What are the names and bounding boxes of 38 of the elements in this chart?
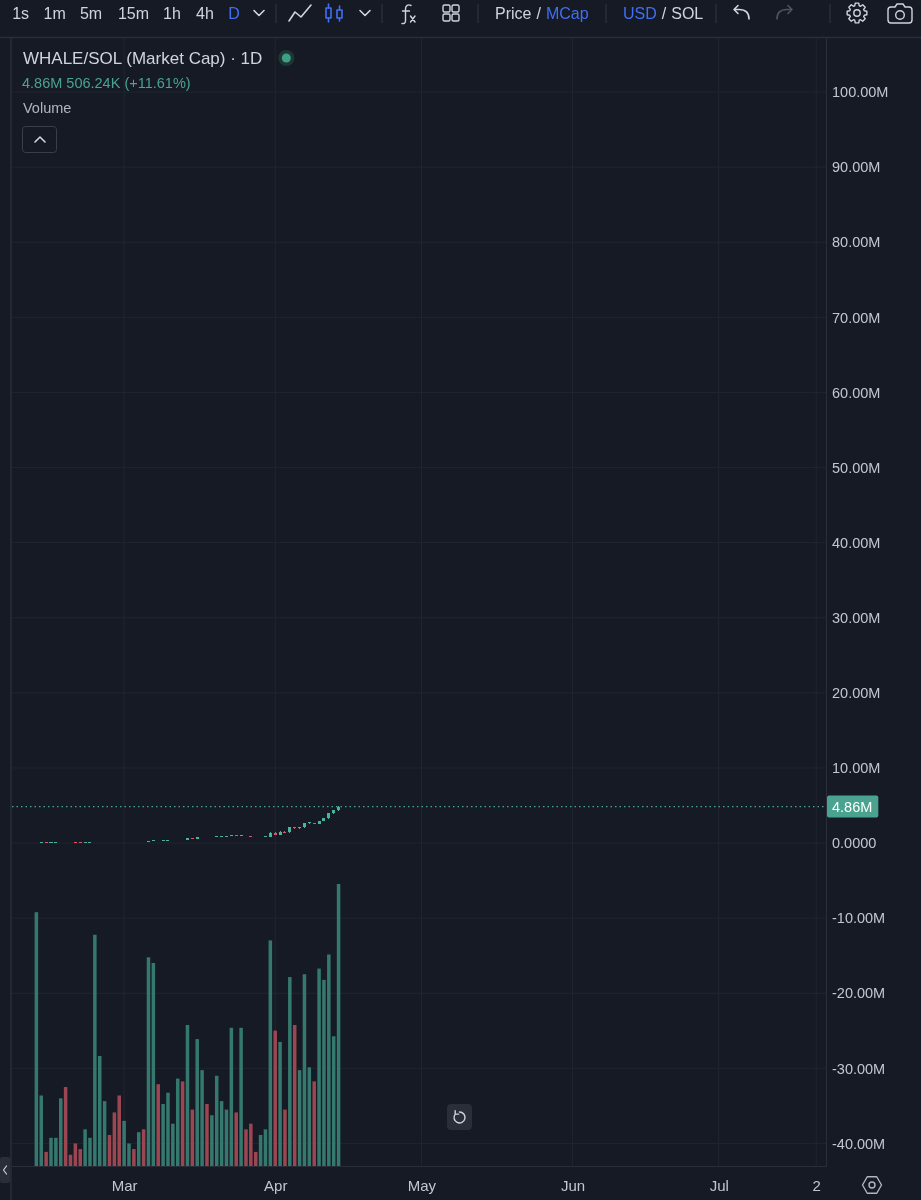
- text: Price: [495, 5, 532, 22]
- y-tick-label: 40.00M: [832, 534, 881, 551]
- y-tick-label: 70.00M: [832, 309, 881, 326]
- y-tick-label: 0.0000: [832, 835, 877, 852]
- text: /: [661, 5, 667, 22]
- x-tick-label: May: [407, 1176, 437, 1194]
- x-tick-label: 2: [812, 1176, 821, 1194]
- y-tick-label: -30.00M: [832, 1060, 886, 1077]
- y-tick-label: 100.00M: [832, 84, 889, 101]
- text: USD: [623, 5, 657, 22]
- text: 4.86M 506.24K (+11.61%): [22, 75, 191, 91]
- text: 1h: [163, 5, 181, 22]
- x-tick-label: Jul: [709, 1176, 729, 1194]
- y-tick-label: 20.00M: [832, 685, 881, 702]
- x-tick-label: Mar: [111, 1176, 138, 1194]
- y-tick-label: -20.00M: [832, 985, 886, 1002]
- y-tick-label: 10.00M: [832, 760, 881, 777]
- text: SOL: [671, 5, 704, 22]
- text: 1s: [12, 5, 30, 22]
- text: MCap: [545, 5, 589, 22]
- y-tick-label: 90.00M: [832, 159, 881, 176]
- text: WHALE/SOL (Market Cap) · 1D: [23, 49, 263, 68]
- text: D: [228, 5, 240, 22]
- y-tick-label: -40.00M: [832, 1135, 886, 1152]
- y-tick-label: 30.00M: [832, 609, 881, 626]
- text: /: [536, 5, 542, 22]
- y-tick-label: 60.00M: [832, 384, 881, 401]
- ref-line-label: 4.86M: [832, 798, 873, 815]
- chart-title: Volume: [23, 100, 72, 116]
- y-tick-label: 50.00M: [832, 459, 881, 476]
- x-tick-label: Jun: [560, 1176, 586, 1194]
- text: 4h: [196, 5, 214, 22]
- x-tick-label: Apr: [264, 1176, 288, 1194]
- y-tick-label: -10.00M: [832, 910, 886, 927]
- text: 15m: [117, 5, 150, 22]
- text: 1m: [43, 5, 66, 22]
- text: 5m: [79, 5, 103, 22]
- y-tick-label: 80.00M: [832, 234, 881, 251]
